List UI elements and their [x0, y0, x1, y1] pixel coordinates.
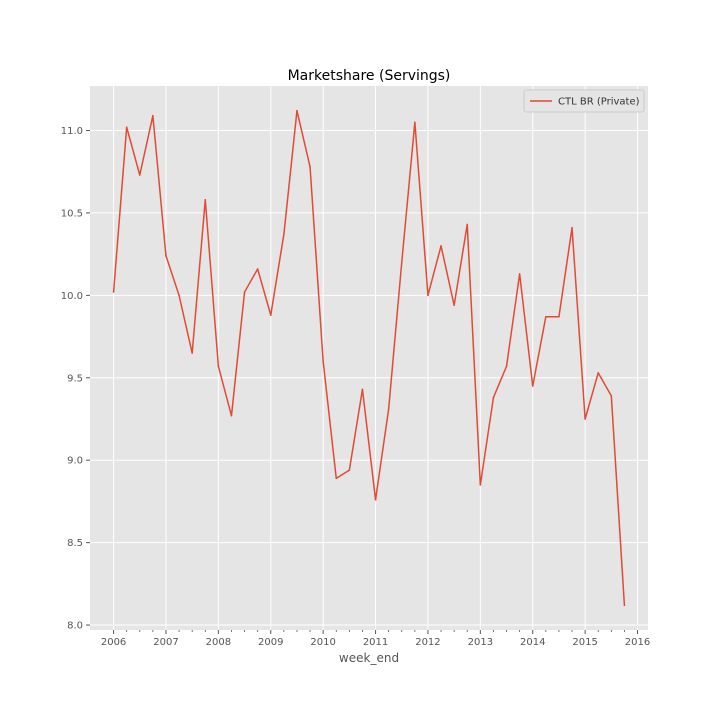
y-tick-label: 9.0 — [67, 456, 83, 467]
data-point — [558, 315, 560, 318]
data-point — [296, 109, 298, 112]
legend: CTL BR (Private) — [523, 89, 645, 113]
data-point — [387, 408, 390, 410]
x-tick-label: 2012 — [415, 637, 440, 648]
y-tick-label: 8.0 — [67, 621, 83, 632]
data-point — [217, 365, 220, 368]
data-point — [309, 165, 311, 168]
data-point — [348, 469, 351, 471]
data-point — [400, 261, 403, 264]
axis-ticks: 2006 2007 2008 2009 2010 2011 2012 2013 2014 2015… — [61, 126, 651, 648]
data-point — [361, 388, 364, 391]
y-tick-label: 10.0 — [61, 291, 83, 302]
data-point — [322, 360, 324, 363]
data-point — [427, 294, 429, 297]
data-point — [283, 233, 285, 236]
x-tick-label: 2006 — [101, 637, 126, 648]
data-point — [545, 315, 547, 318]
x-tick-label: 2016 — [625, 637, 650, 648]
data-point — [204, 198, 207, 201]
y-tick-label: 10.5 — [61, 208, 83, 219]
data-point — [374, 498, 377, 501]
y-tick-label: 9.5 — [67, 373, 83, 384]
x-tick-label: 2008 — [206, 637, 231, 648]
data-point — [152, 114, 154, 117]
x-tick-label: 2009 — [258, 637, 283, 648]
data-point — [191, 352, 193, 354]
legend-box — [523, 89, 645, 113]
data-point — [243, 291, 246, 293]
data-point — [571, 226, 573, 229]
data-point — [178, 294, 180, 297]
x-tick-label: 2015 — [572, 637, 597, 648]
data-point — [269, 314, 272, 316]
data-point — [440, 245, 442, 247]
x-tick-label: 2013 — [468, 637, 493, 648]
data-point — [518, 273, 521, 275]
data-point — [112, 291, 115, 293]
data-point — [165, 254, 167, 257]
data-point — [335, 477, 338, 480]
data-point — [597, 372, 600, 374]
series-line — [112, 109, 626, 606]
y-tick-label: 8.5 — [67, 538, 83, 549]
data-point — [492, 396, 495, 399]
x-tick-label: 2011 — [363, 637, 388, 648]
data-point — [256, 268, 259, 270]
plot-background — [90, 86, 648, 630]
series-layer — [112, 109, 626, 607]
data-point — [414, 121, 416, 124]
data-point — [138, 174, 141, 176]
legend-label: CTL BR (Private) — [558, 97, 640, 108]
x-tick-label: 2010 — [310, 637, 335, 648]
data-point — [623, 604, 626, 607]
data-point — [505, 365, 508, 368]
data-point — [584, 418, 586, 420]
grid-lines — [90, 86, 648, 630]
data-point — [610, 395, 613, 397]
data-point — [479, 484, 482, 486]
x-tick-label: 2007 — [153, 637, 178, 648]
x-tick-label: 2014 — [520, 637, 545, 648]
x-axis-label: week_end — [339, 651, 399, 665]
data-point — [466, 223, 469, 226]
data-point — [125, 126, 128, 129]
data-point — [453, 304, 455, 307]
data-point — [531, 385, 534, 387]
chart-title: Marketshare (Servings) — [288, 68, 451, 84]
y-tick-label: 11.0 — [61, 126, 83, 137]
data-point — [230, 414, 233, 417]
